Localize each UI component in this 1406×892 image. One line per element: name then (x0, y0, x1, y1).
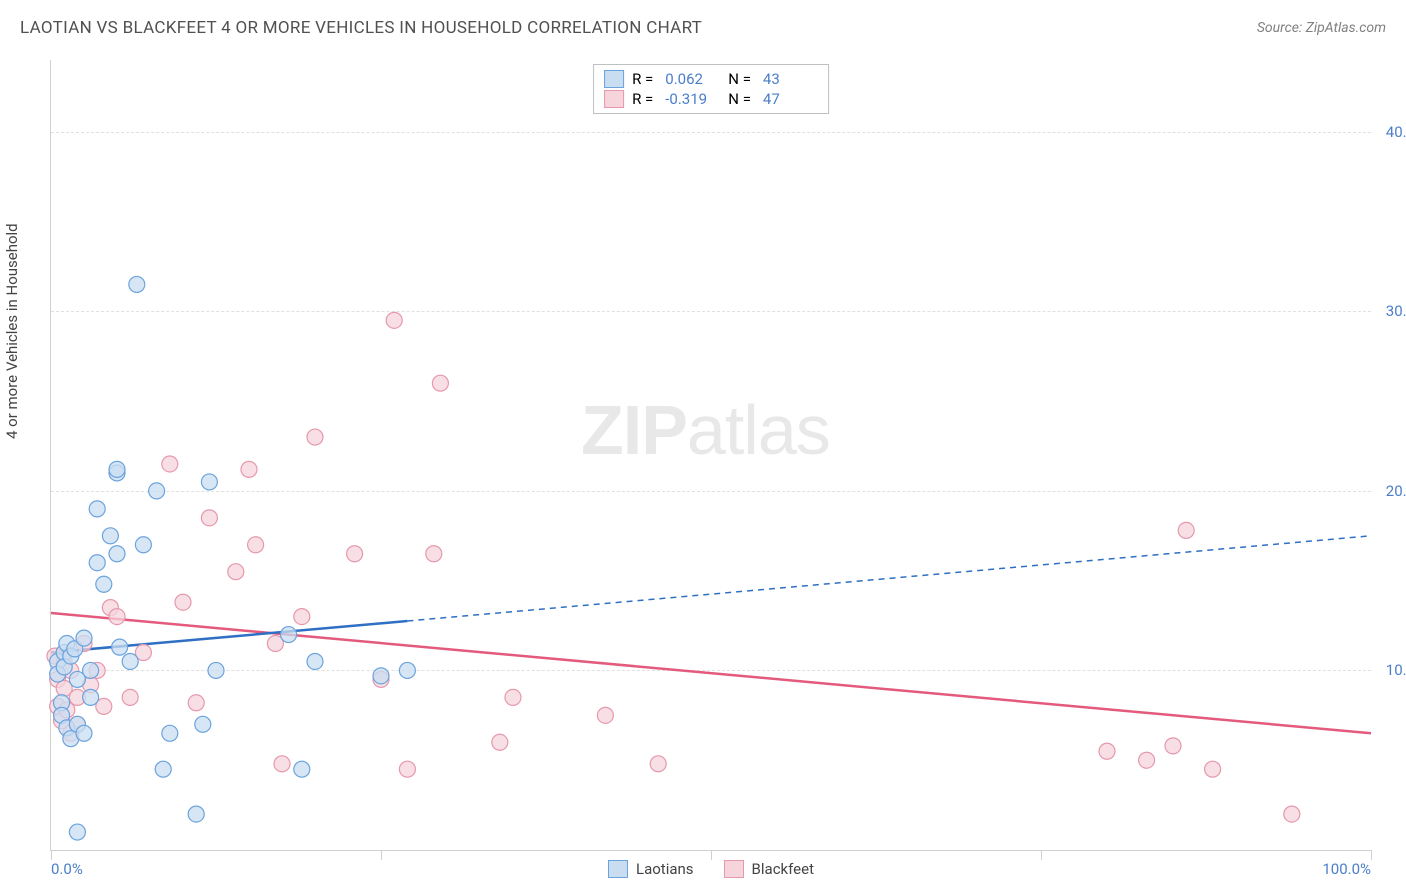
blackfeet-point (175, 594, 191, 610)
blackfeet-point (432, 375, 448, 391)
scatter-plot-svg (51, 60, 1371, 850)
laotians-point (83, 662, 99, 678)
laotians-point (109, 546, 125, 562)
blackfeet-point (241, 461, 257, 477)
laotians-trendline-extrapolated (407, 536, 1371, 621)
laotians-point (294, 761, 310, 777)
y-tick-label: 10.0% (1386, 661, 1406, 679)
x-tick (711, 850, 712, 860)
legend-item-laotians: Laotians (608, 860, 694, 878)
x-tick (1041, 850, 1042, 860)
blackfeet-point (505, 689, 521, 705)
laotians-point (89, 501, 105, 517)
laotians-point (188, 806, 204, 822)
laotians-point (307, 653, 323, 669)
x-tick (1371, 850, 1372, 860)
laotians-point (373, 668, 389, 684)
blackfeet-point (650, 756, 666, 772)
x-tick-label: 100.0% (1322, 860, 1371, 878)
laotians-point (281, 627, 297, 643)
blackfeet-point (1205, 761, 1221, 777)
blackfeet-point (1139, 752, 1155, 768)
blackfeet-point (201, 510, 217, 526)
blackfeet-n-value: 47 (763, 90, 818, 108)
blackfeet-point (307, 429, 323, 445)
laotians-point (208, 662, 224, 678)
y-tick-label: 30.0% (1386, 302, 1406, 320)
chart-title: LAOTIAN VS BLACKFEET 4 OR MORE VEHICLES … (20, 18, 702, 38)
laotians-point (83, 689, 99, 705)
blackfeet-point (1178, 522, 1194, 538)
correlation-legend: R = 0.062 N = 43 R = -0.319 N = 47 (593, 64, 829, 114)
blackfeet-point (347, 546, 363, 562)
laotians-r-value: 0.062 (665, 70, 720, 88)
x-tick (51, 850, 52, 860)
laotians-point (135, 537, 151, 553)
laotians-point (76, 725, 92, 741)
y-tick-label: 20.0% (1386, 482, 1406, 500)
laotians-point (195, 716, 211, 732)
laotians-point (399, 662, 415, 678)
legend-row-blackfeet: R = -0.319 N = 47 (604, 89, 818, 109)
legend-row-laotians: R = 0.062 N = 43 (604, 69, 818, 89)
blackfeet-point (386, 312, 402, 328)
laotians-point (162, 725, 178, 741)
blackfeet-point (188, 695, 204, 711)
y-axis-label: 4 or more Vehicles in Household (3, 223, 21, 439)
blackfeet-point (109, 609, 125, 625)
blackfeet-point (294, 609, 310, 625)
blackfeet-point (248, 537, 264, 553)
blackfeet-point (399, 761, 415, 777)
blackfeet-point (274, 756, 290, 772)
x-tick-label: 0.0% (51, 860, 83, 878)
blackfeet-point (597, 707, 613, 723)
laotians-point (201, 474, 217, 490)
laotians-point (89, 555, 105, 571)
laotians-point (76, 630, 92, 646)
blackfeet-swatch-icon (724, 860, 744, 878)
blackfeet-point (162, 456, 178, 472)
laotians-swatch (604, 70, 624, 88)
blackfeet-r-value: -0.319 (665, 90, 720, 108)
laotians-point (96, 576, 112, 592)
legend-item-blackfeet: Blackfeet (724, 860, 814, 878)
blackfeet-point (1284, 806, 1300, 822)
source-attribution: Source: ZipAtlas.com (1257, 20, 1386, 36)
blackfeet-point (1099, 743, 1115, 759)
blackfeet-point (1165, 738, 1181, 754)
laotians-point (69, 824, 85, 840)
blackfeet-point (122, 689, 138, 705)
laotians-point (155, 761, 171, 777)
laotians-point (102, 528, 118, 544)
chart-plot-area: ZIPatlas R = 0.062 N = 43 R = -0.319 N =… (50, 60, 1371, 851)
series-legend: Laotians Blackfeet (608, 860, 814, 878)
laotians-trendline (51, 621, 407, 653)
laotians-swatch-icon (608, 860, 628, 878)
blackfeet-point (492, 734, 508, 750)
laotians-point (112, 639, 128, 655)
blackfeet-trendline (51, 613, 1371, 733)
laotians-n-value: 43 (763, 70, 818, 88)
laotians-point (149, 483, 165, 499)
laotians-point (122, 653, 138, 669)
blackfeet-point (228, 564, 244, 580)
blackfeet-swatch (604, 90, 624, 108)
blackfeet-point (426, 546, 442, 562)
y-tick-label: 40.0% (1386, 123, 1406, 141)
x-tick (381, 850, 382, 860)
laotians-point (129, 276, 145, 292)
laotians-point (109, 461, 125, 477)
